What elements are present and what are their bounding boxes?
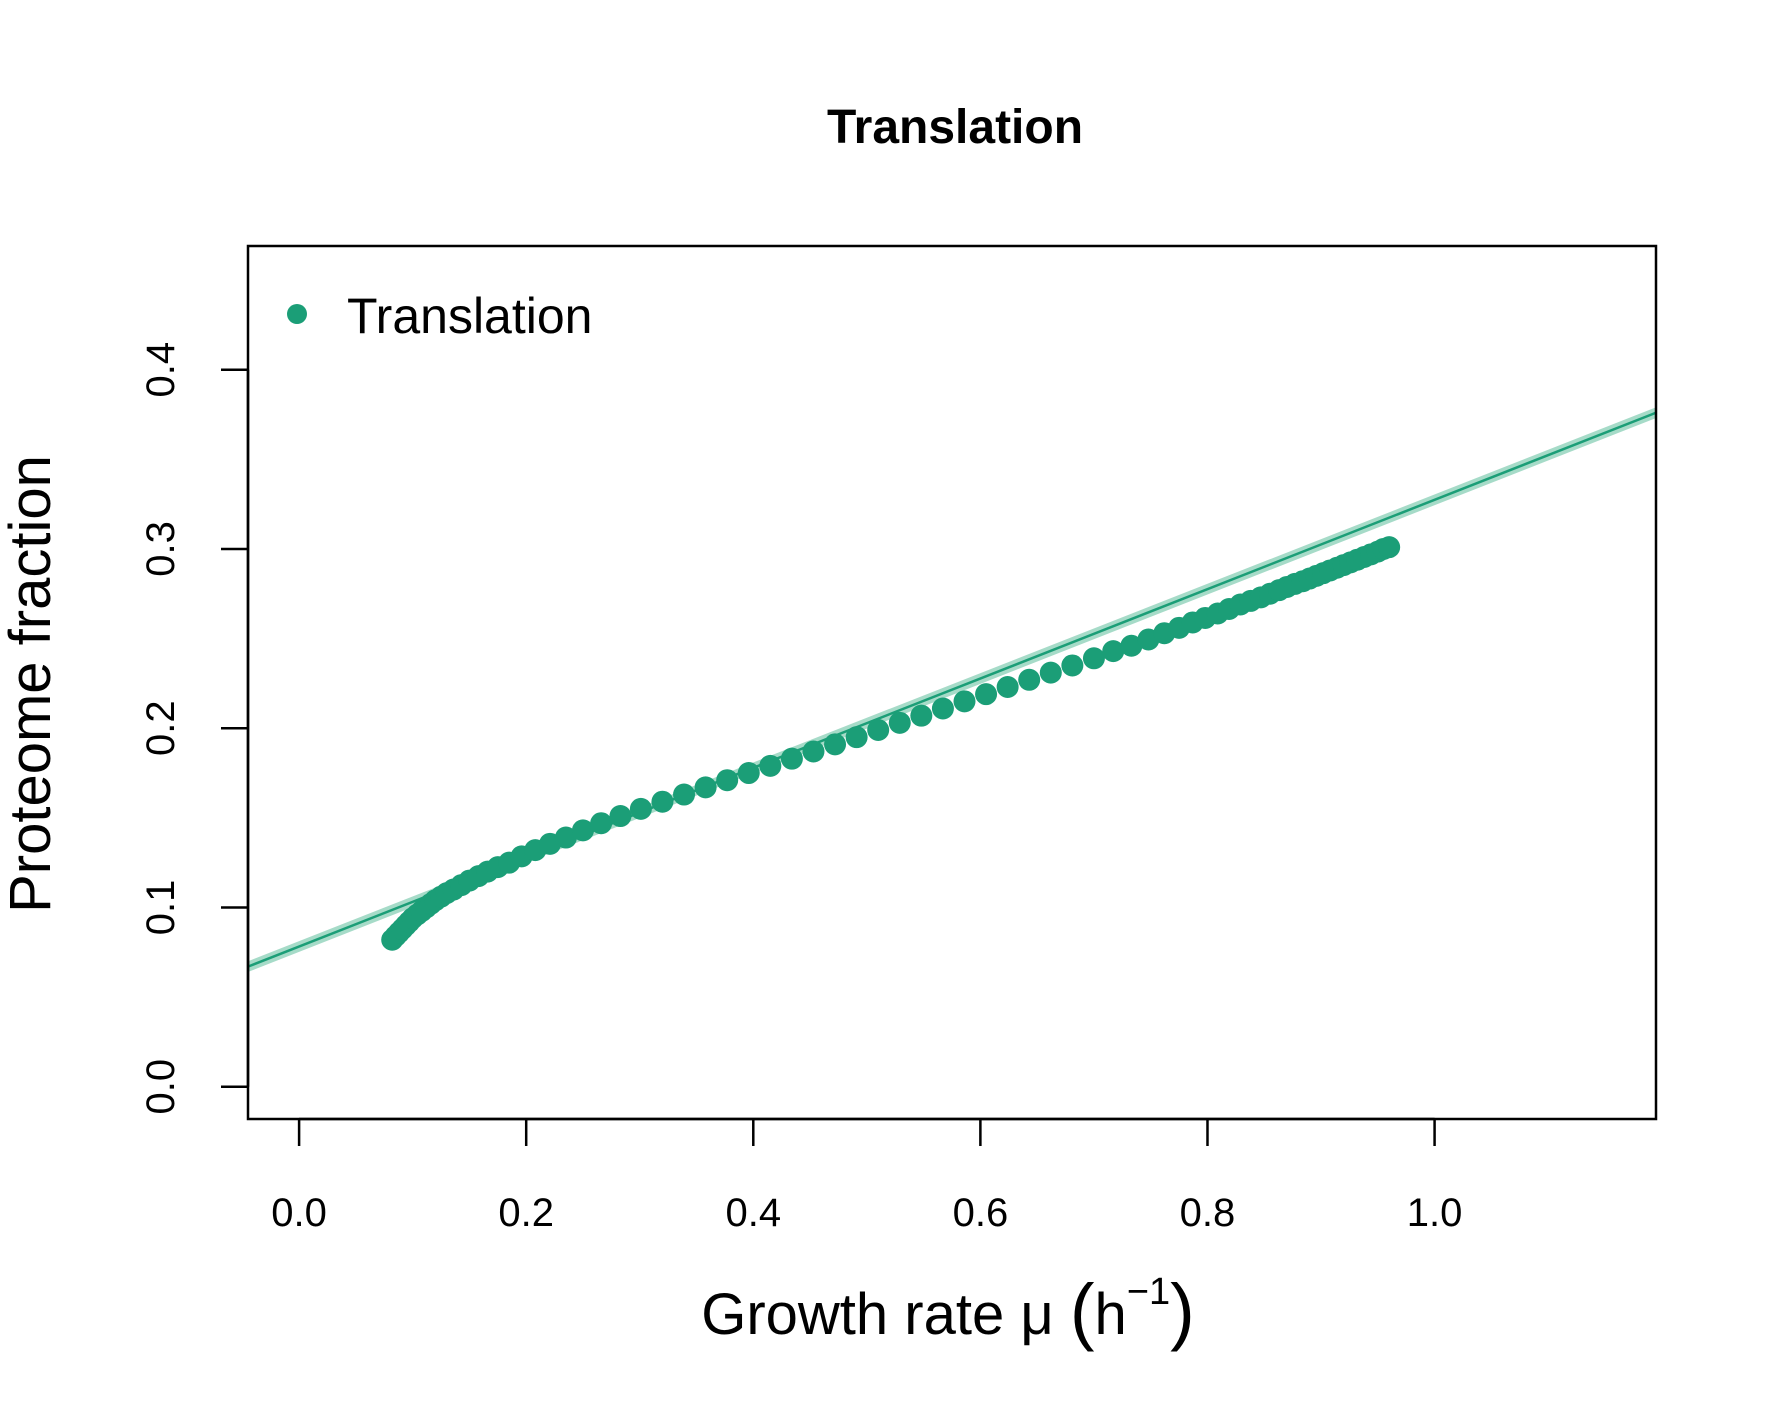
x-axis: 0.0 0.2 0.4 0.6 0.8 1.0 [271,1117,1463,1235]
data-point [1102,640,1125,663]
data-point [694,776,717,799]
data-point [629,797,652,820]
y-axis-label: Proteome fraction [0,455,63,913]
y-tick-label: 0.2 [139,700,183,756]
data-point [571,819,594,842]
data-point [651,790,674,813]
data-point [1018,668,1041,691]
data-point [888,711,911,734]
x-tick-label: 0.8 [1180,1191,1236,1235]
plot-area [247,407,1657,973]
plot-frame [246,244,1658,1121]
x-axis-label-open-paren: ( [1070,1269,1095,1352]
data-point [953,690,976,713]
data-point [673,783,696,806]
data-point [1061,654,1084,677]
y-tick-label: 0.1 [139,880,183,936]
data-point [609,805,632,828]
legend-label: Translation [347,288,592,344]
data-point [1082,647,1105,670]
data-point [931,697,954,720]
legend-marker [287,304,307,324]
x-axis-label-unit-base: h [1095,1282,1127,1347]
data-point [845,726,868,749]
x-tick-label: 0.4 [725,1191,781,1235]
x-axis-label-close-paren: ) [1170,1269,1195,1352]
data-point [554,826,577,849]
data-point [759,754,782,777]
x-tick-label: 0.2 [498,1191,554,1235]
data-point [910,704,933,727]
x-tick-label: 0.6 [953,1191,1009,1235]
x-axis-label-unit-exponent: −1 [1127,1271,1170,1313]
y-tick-label: 0.3 [139,521,183,577]
x-axis-label-main: Growth rate μ [701,1282,1070,1347]
data-point [1039,661,1062,684]
y-axis: 0.0 0.1 0.2 0.3 0.4 [139,342,250,1115]
x-tick-label: 0.0 [271,1191,327,1235]
legend: Translation [287,288,592,344]
y-tick-label: 0.0 [139,1059,183,1115]
x-axis-label: Growth rate μ (h−1) [701,1269,1195,1352]
y-tick-label: 0.4 [139,342,183,398]
data-point [824,733,847,756]
data-point [867,719,890,742]
data-point [737,762,760,785]
data-points [381,536,1401,951]
data-point [802,740,825,763]
x-tick-label: 1.0 [1407,1191,1463,1235]
data-point [975,683,998,706]
data-point [716,769,739,792]
data-point [590,812,613,835]
data-point [1120,634,1143,657]
data-point [780,747,803,770]
data-point [996,675,1019,698]
data-point [1378,536,1401,559]
chart-title: Translation [827,101,1083,154]
